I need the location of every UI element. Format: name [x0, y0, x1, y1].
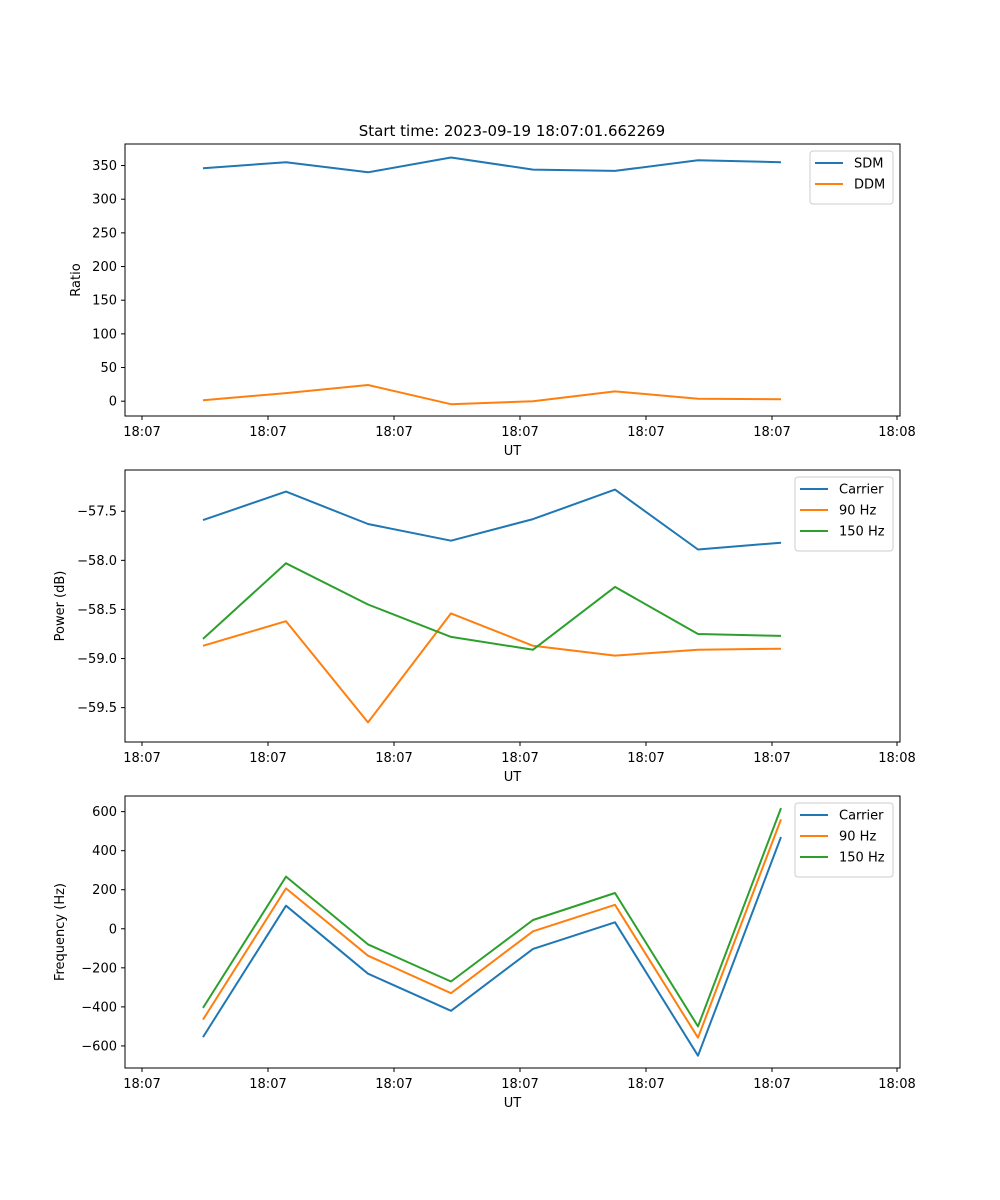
legend-label: DDM [854, 178, 885, 193]
y-tick-label: 0 [109, 395, 117, 410]
x-tick-label: 18:07 [501, 751, 538, 766]
y-axis-label: Power (dB) [53, 571, 68, 642]
x-tick-label: 18:07 [123, 425, 160, 440]
legend-label: 150 Hz [839, 851, 885, 866]
x-tick-label: 18:07 [123, 751, 160, 766]
x-tick-label: 18:07 [249, 425, 286, 440]
x-tick-label: 18:07 [627, 425, 664, 440]
legend-label: Carrier [839, 809, 884, 824]
series-line-90-hz [202, 612, 782, 724]
x-tick-label: 18:08 [878, 425, 915, 440]
axes-frame [124, 143, 901, 417]
y-tick-label: −57.5 [77, 505, 117, 520]
legend-box [809, 150, 894, 205]
y-tick-label: −58.5 [77, 603, 117, 618]
x-tick-label: 18:07 [375, 751, 412, 766]
series-line-carrier [202, 488, 782, 551]
x-tick-label: 18:07 [753, 1077, 790, 1092]
x-tick-label: 18:08 [878, 1077, 915, 1092]
x-tick-label: 18:07 [501, 1077, 538, 1092]
series-line-sdm [202, 156, 782, 174]
series-line-150-hz [202, 562, 782, 651]
series-line-90-hz [202, 819, 782, 1039]
x-tick-label: 18:08 [878, 751, 915, 766]
y-tick-label: −200 [81, 961, 117, 976]
x-axis-label: UT [504, 770, 522, 785]
x-tick-label: 18:07 [249, 1077, 286, 1092]
y-tick-label: −400 [81, 1000, 117, 1015]
series-line-150-hz [202, 807, 782, 1028]
x-tick-label: 18:07 [627, 1077, 664, 1092]
axes-frame [124, 469, 901, 743]
x-tick-label: 18:07 [249, 751, 286, 766]
y-tick-label: −59.0 [77, 652, 117, 667]
x-axis-label: UT [504, 444, 522, 459]
y-tick-label: 100 [92, 327, 117, 342]
figure-title: Start time: 2023-09-19 18:07:01.662269 [359, 122, 665, 140]
y-tick-label: 0 [109, 922, 117, 937]
y-tick-label: 600 [92, 805, 117, 820]
y-tick-label: −59.5 [77, 701, 117, 716]
legend: Carrier 90 Hz 150 Hz [794, 802, 894, 878]
y-tick-label: −600 [81, 1039, 117, 1054]
y-tick-label: 300 [92, 193, 117, 208]
x-tick-label: 18:07 [375, 1077, 412, 1092]
x-tick-label: 18:07 [753, 425, 790, 440]
legend: SDM DDM [809, 150, 894, 205]
legend-label: 90 Hz [839, 504, 876, 519]
y-tick-label: 350 [92, 159, 117, 174]
subplot-1: 18:07 18:07 18:07 18:07 18:07 18:07 18:08 UT 0 50… [69, 143, 916, 459]
subplot-2: 18:07 18:07 18:07 18:07 18:07 18:07 18:08 UT −59… [53, 469, 916, 785]
y-axis-label: Ratio [69, 263, 84, 296]
legend-label: SDM [854, 157, 883, 172]
x-axis-label: UT [504, 1096, 522, 1111]
x-tick-label: 18:07 [501, 425, 538, 440]
x-tick-label: 18:07 [753, 751, 790, 766]
x-tick-label: 18:07 [123, 1077, 160, 1092]
subplot-3: 18:07 18:07 18:07 18:07 18:07 18:07 18:08 UT −60… [53, 795, 916, 1111]
y-axis-label: Frequency (Hz) [53, 883, 68, 981]
series-line-ddm [202, 384, 782, 406]
plots-container: 18:07 18:07 18:07 18:07 18:07 18:07 18:08 UT 0 50… [53, 143, 916, 1111]
y-tick-label: 150 [92, 294, 117, 309]
legend-label: 150 Hz [839, 525, 885, 540]
legend: Carrier 90 Hz 150 Hz [794, 476, 894, 552]
x-tick-label: 18:07 [627, 751, 664, 766]
legend-box [794, 802, 894, 878]
legend-box [794, 476, 894, 552]
legend-label: 90 Hz [839, 830, 876, 845]
y-tick-label: 200 [92, 883, 117, 898]
y-tick-label: 400 [92, 844, 117, 859]
y-tick-label: −58.0 [77, 554, 117, 569]
x-tick-label: 18:07 [375, 425, 412, 440]
legend-label: Carrier [839, 483, 884, 498]
y-tick-label: 250 [92, 226, 117, 241]
y-tick-label: 50 [100, 361, 117, 376]
axes-frame [124, 795, 901, 1069]
series-line-carrier [202, 836, 782, 1057]
y-tick-label: 200 [92, 260, 117, 275]
